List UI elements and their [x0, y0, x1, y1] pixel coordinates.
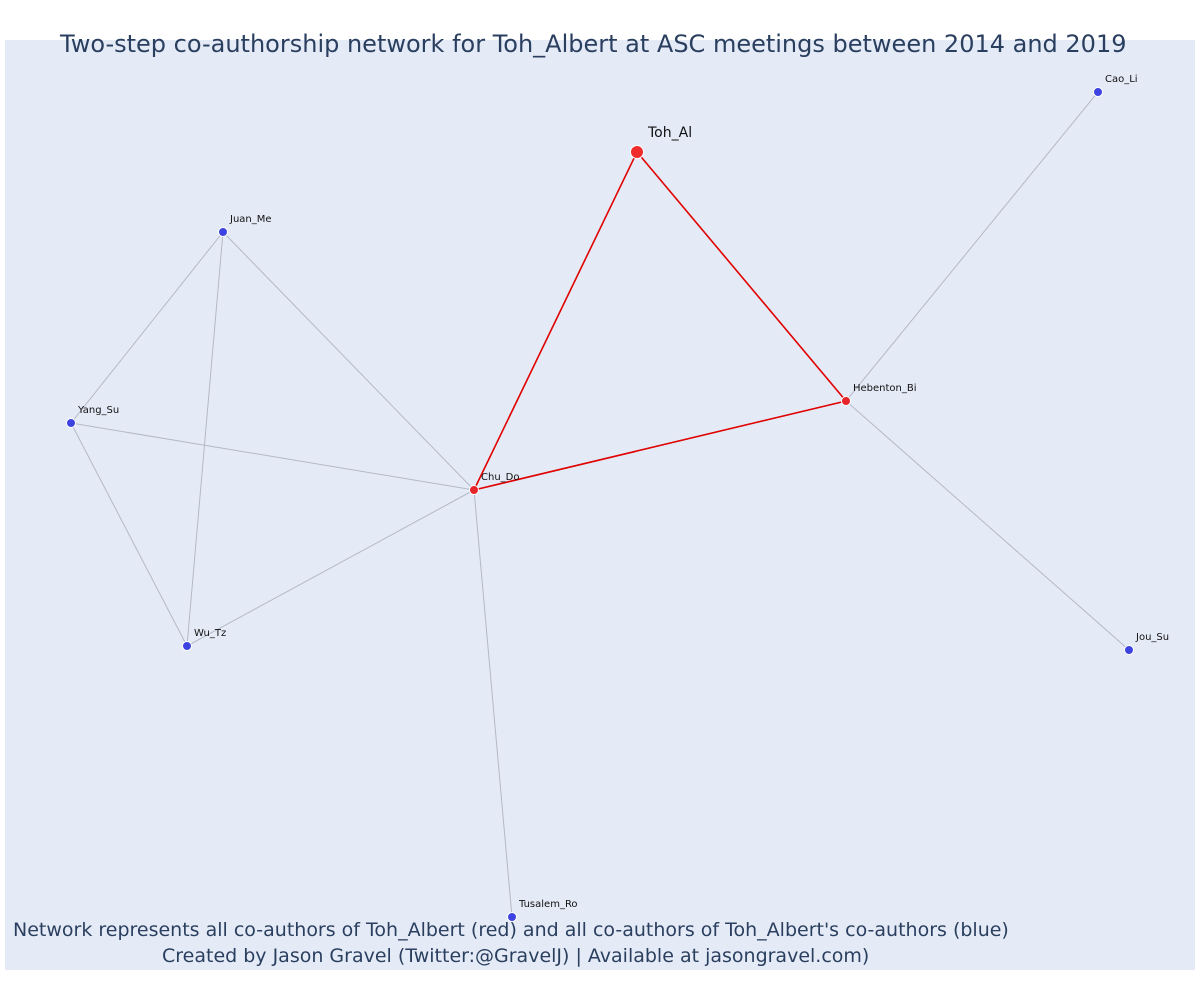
edge-toh_al-hebenton_bi: [636, 151, 847, 402]
node-label: Yang_Su: [77, 405, 119, 416]
node-label: Hebenton_Bi: [853, 383, 917, 394]
edge-chu_do-yang_su: [70, 422, 475, 491]
node-marker[interactable]: [66, 418, 76, 428]
edge-juan_me-wu_tz: [186, 231, 224, 647]
node-marker[interactable]: [182, 641, 192, 651]
node-label: Wu_Tz: [194, 628, 226, 639]
node-jou-su[interactable]: Jou_Su: [1124, 632, 1170, 655]
edge-chu_do-tusalem_ro: [473, 489, 513, 918]
node-label: Chu_Do: [481, 472, 519, 483]
node-wu-tz[interactable]: Wu_Tz: [182, 628, 227, 651]
caption-line-2: Created by Jason Gravel (Twitter:@Gravel…: [162, 945, 870, 967]
node-toh-al[interactable]: Toh_Al: [630, 125, 693, 159]
node-label: Jou_Su: [1135, 632, 1169, 643]
edge-hebenton_bi-jou_su: [845, 400, 1130, 651]
node-tusalem-ro[interactable]: Tusalem_Ro: [507, 899, 578, 922]
edge-chu_do-wu_tz: [186, 489, 475, 647]
node-marker[interactable]: [841, 396, 851, 406]
edge-chu_do-hebenton_bi: [473, 400, 847, 491]
node-marker[interactable]: [469, 485, 479, 495]
node-yang-su[interactable]: Yang_Su: [66, 405, 120, 428]
node-hebenton-bi[interactable]: Hebenton_Bi: [841, 383, 917, 406]
node-marker[interactable]: [1124, 645, 1134, 655]
node-marker[interactable]: [218, 227, 228, 237]
edge-chu_do-juan_me: [222, 231, 475, 491]
node-marker[interactable]: [630, 145, 644, 159]
edge-toh_al-chu_do: [473, 151, 638, 491]
edge-yang_su-wu_tz: [70, 422, 188, 647]
edges-layer: [70, 91, 1130, 918]
node-label: Tusalem_Ro: [518, 899, 578, 910]
edge-juan_me-yang_su: [70, 231, 224, 424]
nodes-layer: Toh_Al Chu_Do Hebenton_Bi Cao_Li Juan_Me Yang…: [66, 74, 1170, 922]
node-label: Juan_Me: [229, 214, 272, 225]
node-marker[interactable]: [1093, 87, 1103, 97]
node-cao-li[interactable]: Cao_Li: [1093, 74, 1138, 97]
chart-title: Two-step co-authorship network for Toh_A…: [60, 30, 1127, 58]
caption-line-1: Network represents all co-authors of Toh…: [13, 919, 1009, 941]
node-chu-do[interactable]: Chu_Do: [469, 472, 520, 495]
node-marker[interactable]: [507, 912, 517, 922]
network-plot-area: [5, 40, 1195, 970]
edge-hebenton_bi-cao_li: [845, 91, 1099, 402]
node-label: Cao_Li: [1105, 74, 1138, 85]
node-juan-me[interactable]: Juan_Me: [218, 214, 272, 237]
node-label: Toh_Al: [647, 125, 692, 141]
